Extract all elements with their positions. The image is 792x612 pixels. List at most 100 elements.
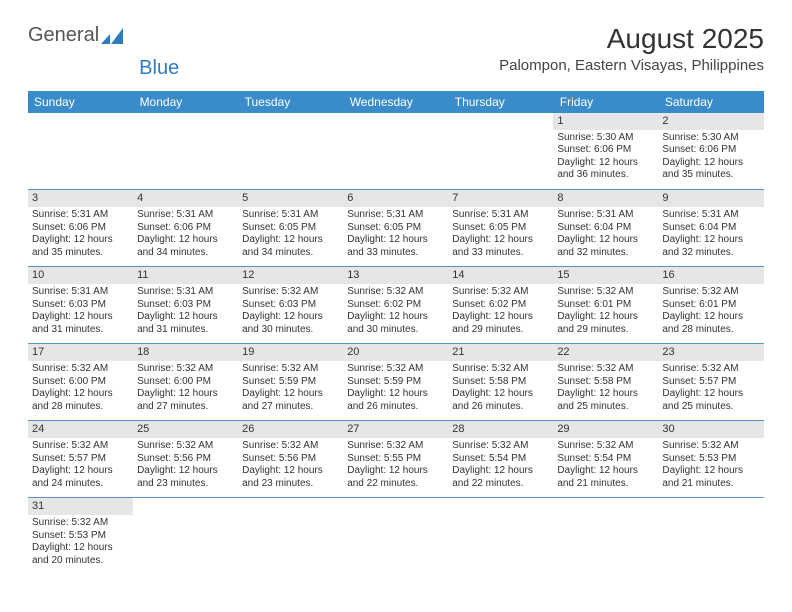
day-details: Sunrise: 5:30 AMSunset: 6:06 PMDaylight:… (553, 130, 658, 184)
day-header: Sunday (28, 91, 133, 113)
day-number: 20 (343, 344, 448, 361)
calendar-day-cell: 9Sunrise: 5:31 AMSunset: 6:04 PMDaylight… (658, 190, 763, 267)
calendar-day-cell: 20Sunrise: 5:32 AMSunset: 5:59 PMDayligh… (343, 344, 448, 421)
calendar-day-cell: 25Sunrise: 5:32 AMSunset: 5:56 PMDayligh… (133, 421, 238, 498)
calendar-day-cell: 8Sunrise: 5:31 AMSunset: 6:04 PMDaylight… (553, 190, 658, 267)
calendar-empty-cell (28, 113, 133, 190)
day-details: Sunrise: 5:31 AMSunset: 6:04 PMDaylight:… (553, 207, 658, 261)
day-number: 2 (658, 113, 763, 130)
day-header: Tuesday (238, 91, 343, 113)
calendar-empty-cell (238, 498, 343, 575)
day-header: Saturday (658, 91, 763, 113)
calendar-empty-cell (343, 113, 448, 190)
day-details: Sunrise: 5:31 AMSunset: 6:06 PMDaylight:… (28, 207, 133, 261)
day-number: 6 (343, 190, 448, 207)
calendar-week-row: 3Sunrise: 5:31 AMSunset: 6:06 PMDaylight… (28, 190, 764, 267)
month-title: August 2025 (499, 24, 764, 55)
day-number: 29 (553, 421, 658, 438)
day-details: Sunrise: 5:32 AMSunset: 5:59 PMDaylight:… (343, 361, 448, 415)
day-number: 26 (238, 421, 343, 438)
day-details: Sunrise: 5:31 AMSunset: 6:03 PMDaylight:… (133, 284, 238, 338)
day-header: Friday (553, 91, 658, 113)
calendar-day-cell: 15Sunrise: 5:32 AMSunset: 6:01 PMDayligh… (553, 267, 658, 344)
day-number: 25 (133, 421, 238, 438)
day-details: Sunrise: 5:32 AMSunset: 5:56 PMDaylight:… (238, 438, 343, 492)
calendar-empty-cell (448, 113, 553, 190)
calendar-day-cell: 11Sunrise: 5:31 AMSunset: 6:03 PMDayligh… (133, 267, 238, 344)
day-number: 14 (448, 267, 553, 284)
day-details: Sunrise: 5:32 AMSunset: 6:03 PMDaylight:… (238, 284, 343, 338)
brand-general: General (28, 24, 99, 47)
day-number: 22 (553, 344, 658, 361)
day-details: Sunrise: 5:32 AMSunset: 5:53 PMDaylight:… (658, 438, 763, 492)
day-details: Sunrise: 5:32 AMSunset: 5:57 PMDaylight:… (658, 361, 763, 415)
calendar-week-row: 17Sunrise: 5:32 AMSunset: 6:00 PMDayligh… (28, 344, 764, 421)
calendar-empty-cell (658, 498, 763, 575)
calendar-day-cell: 4Sunrise: 5:31 AMSunset: 6:06 PMDaylight… (133, 190, 238, 267)
day-details: Sunrise: 5:32 AMSunset: 5:53 PMDaylight:… (28, 515, 133, 569)
day-number: 8 (553, 190, 658, 207)
calendar-day-cell: 14Sunrise: 5:32 AMSunset: 6:02 PMDayligh… (448, 267, 553, 344)
day-details: Sunrise: 5:32 AMSunset: 6:01 PMDaylight:… (553, 284, 658, 338)
day-details: Sunrise: 5:31 AMSunset: 6:04 PMDaylight:… (658, 207, 763, 261)
calendar-week-row: 24Sunrise: 5:32 AMSunset: 5:57 PMDayligh… (28, 421, 764, 498)
day-number: 24 (28, 421, 133, 438)
day-details: Sunrise: 5:31 AMSunset: 6:05 PMDaylight:… (238, 207, 343, 261)
day-header: Monday (133, 91, 238, 113)
calendar-day-cell: 29Sunrise: 5:32 AMSunset: 5:54 PMDayligh… (553, 421, 658, 498)
day-number: 16 (658, 267, 763, 284)
day-details: Sunrise: 5:31 AMSunset: 6:06 PMDaylight:… (133, 207, 238, 261)
day-details: Sunrise: 5:32 AMSunset: 5:55 PMDaylight:… (343, 438, 448, 492)
calendar-day-cell: 18Sunrise: 5:32 AMSunset: 6:00 PMDayligh… (133, 344, 238, 421)
calendar-day-cell: 6Sunrise: 5:31 AMSunset: 6:05 PMDaylight… (343, 190, 448, 267)
calendar-day-cell: 7Sunrise: 5:31 AMSunset: 6:05 PMDaylight… (448, 190, 553, 267)
day-number: 18 (133, 344, 238, 361)
calendar-empty-cell (553, 498, 658, 575)
day-number: 12 (238, 267, 343, 284)
calendar-day-cell: 5Sunrise: 5:31 AMSunset: 6:05 PMDaylight… (238, 190, 343, 267)
day-details: Sunrise: 5:32 AMSunset: 5:56 PMDaylight:… (133, 438, 238, 492)
day-number: 5 (238, 190, 343, 207)
day-number: 1 (553, 113, 658, 130)
calendar-body: 1Sunrise: 5:30 AMSunset: 6:06 PMDaylight… (28, 113, 764, 575)
brand-blue: Blue (139, 57, 179, 80)
day-details: Sunrise: 5:32 AMSunset: 5:58 PMDaylight:… (448, 361, 553, 415)
day-details: Sunrise: 5:32 AMSunset: 6:02 PMDaylight:… (448, 284, 553, 338)
calendar-table: SundayMondayTuesdayWednesdayThursdayFrid… (28, 91, 764, 575)
calendar-empty-cell (448, 498, 553, 575)
brand-mark-icon (101, 28, 123, 44)
calendar-week-row: 1Sunrise: 5:30 AMSunset: 6:06 PMDaylight… (28, 113, 764, 190)
calendar-day-cell: 12Sunrise: 5:32 AMSunset: 6:03 PMDayligh… (238, 267, 343, 344)
calendar-day-cell: 2Sunrise: 5:30 AMSunset: 6:06 PMDaylight… (658, 113, 763, 190)
calendar-day-cell: 27Sunrise: 5:32 AMSunset: 5:55 PMDayligh… (343, 421, 448, 498)
calendar-day-cell: 19Sunrise: 5:32 AMSunset: 5:59 PMDayligh… (238, 344, 343, 421)
day-number: 21 (448, 344, 553, 361)
day-details: Sunrise: 5:32 AMSunset: 5:57 PMDaylight:… (28, 438, 133, 492)
calendar-day-cell: 21Sunrise: 5:32 AMSunset: 5:58 PMDayligh… (448, 344, 553, 421)
calendar-day-cell: 22Sunrise: 5:32 AMSunset: 5:58 PMDayligh… (553, 344, 658, 421)
day-header-row: SundayMondayTuesdayWednesdayThursdayFrid… (28, 91, 764, 113)
day-number: 30 (658, 421, 763, 438)
location-text: Palompon, Eastern Visayas, Philippines (499, 57, 764, 74)
calendar-week-row: 10Sunrise: 5:31 AMSunset: 6:03 PMDayligh… (28, 267, 764, 344)
day-number: 3 (28, 190, 133, 207)
day-number: 15 (553, 267, 658, 284)
day-details: Sunrise: 5:31 AMSunset: 6:03 PMDaylight:… (28, 284, 133, 338)
day-details: Sunrise: 5:31 AMSunset: 6:05 PMDaylight:… (343, 207, 448, 261)
calendar-week-row: 31Sunrise: 5:32 AMSunset: 5:53 PMDayligh… (28, 498, 764, 575)
day-details: Sunrise: 5:32 AMSunset: 6:01 PMDaylight:… (658, 284, 763, 338)
day-header: Wednesday (343, 91, 448, 113)
calendar-day-cell: 28Sunrise: 5:32 AMSunset: 5:54 PMDayligh… (448, 421, 553, 498)
day-details: Sunrise: 5:32 AMSunset: 6:02 PMDaylight:… (343, 284, 448, 338)
calendar-empty-cell (133, 113, 238, 190)
day-number: 4 (133, 190, 238, 207)
day-number: 31 (28, 498, 133, 515)
day-details: Sunrise: 5:30 AMSunset: 6:06 PMDaylight:… (658, 130, 763, 184)
day-details: Sunrise: 5:32 AMSunset: 5:58 PMDaylight:… (553, 361, 658, 415)
day-number: 9 (658, 190, 763, 207)
day-details: Sunrise: 5:31 AMSunset: 6:05 PMDaylight:… (448, 207, 553, 261)
day-number: 19 (238, 344, 343, 361)
calendar-day-cell: 16Sunrise: 5:32 AMSunset: 6:01 PMDayligh… (658, 267, 763, 344)
day-number: 17 (28, 344, 133, 361)
day-details: Sunrise: 5:32 AMSunset: 5:54 PMDaylight:… (448, 438, 553, 492)
